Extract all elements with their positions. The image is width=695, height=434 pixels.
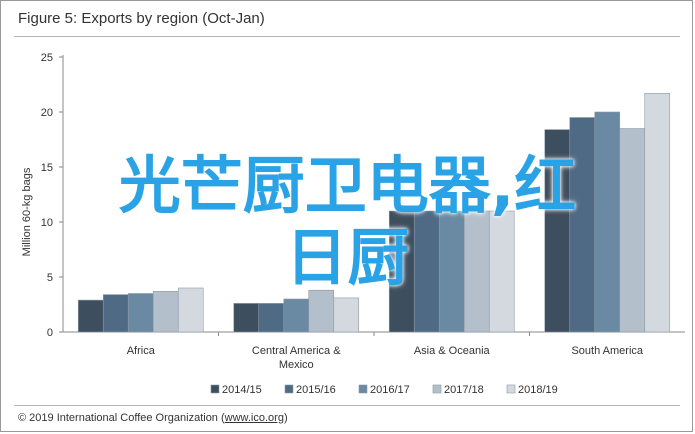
y-tick-label: 10 (41, 217, 53, 229)
legend-label: 2017/18 (444, 384, 484, 396)
bar-2017-18-1 (308, 289, 335, 333)
category-label: Central America & Mexico (252, 345, 341, 371)
bar-2018-19-1 (333, 297, 360, 333)
category-labels: Africa Central America & Mexico Asia & Ocea… (127, 345, 644, 371)
bar-2014-15-2 (388, 210, 415, 333)
bar-2018-19-2 (488, 210, 515, 333)
bar-2015-16-1 (258, 303, 285, 333)
bar-2014-15-1 (233, 303, 260, 333)
legend-label: 2014/15 (222, 384, 262, 396)
title-divider (14, 36, 680, 37)
category-label: Asia & Oceania (414, 345, 491, 357)
bar-2016-17-0 (127, 293, 154, 333)
y-tick-label: 15 (41, 162, 53, 174)
legend-label: 2015/16 (296, 384, 336, 396)
category-label: South America (571, 345, 643, 357)
y-tick-label: 25 (41, 52, 53, 64)
bar-2017-18-3 (619, 128, 646, 333)
y-tick-label: 5 (47, 272, 53, 284)
legend-label: 2016/17 (370, 384, 410, 396)
chart-legend: 2014/15 2015/16 2016/17 2017/18 2018/19 (210, 384, 558, 396)
y-tick-label: 20 (41, 107, 53, 119)
legend-swatch (432, 384, 442, 394)
bar-2016-17-1 (283, 298, 310, 333)
bar-2014-15-3 (544, 129, 571, 333)
source-link[interactable]: www.ico.org (224, 412, 284, 424)
chart-bars (77, 93, 671, 333)
bar-2016-17-2 (438, 210, 465, 333)
bar-2017-18-0 (152, 290, 179, 333)
footer-divider (14, 405, 680, 406)
legend-swatch (506, 384, 516, 394)
legend-swatch (210, 384, 220, 394)
y-tick-label: 0 (47, 327, 53, 339)
chart-title: Figure 5: Exports by region (Oct-Jan) (18, 10, 265, 27)
bar-2016-17-3 (594, 111, 621, 333)
source-suffix: ) (283, 412, 288, 424)
bar-2014-15-0 (77, 299, 104, 333)
bar-2018-19-3 (644, 93, 671, 333)
bar-2015-16-3 (569, 117, 596, 333)
legend-label: 2018/19 (518, 384, 558, 396)
y-axis-label: Million 60-kg bags (21, 167, 33, 256)
category-label: Africa (127, 345, 156, 357)
legend-swatch (358, 384, 368, 394)
bar-2017-18-2 (463, 210, 490, 333)
bar-2015-16-2 (413, 210, 440, 333)
source-prefix: © 2019 International Coffee Organization… (18, 412, 225, 424)
bar-2018-19-0 (177, 287, 204, 333)
source-note: © 2019 International Coffee Organization… (18, 412, 288, 424)
bar-2015-16-0 (102, 294, 129, 333)
legend-swatch (284, 384, 294, 394)
